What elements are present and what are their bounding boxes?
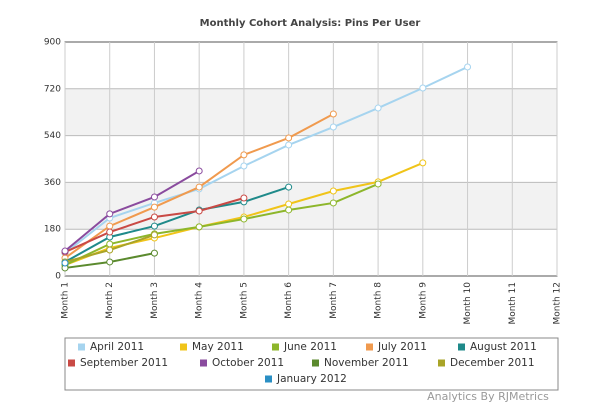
point (106, 240, 114, 248)
x-tick-label: Month 9 (418, 282, 428, 319)
point (419, 159, 427, 167)
x-tick-label: Month 3 (150, 282, 160, 319)
x-tick-label: Month 1 (61, 282, 71, 319)
y-tick-label: 0 (55, 272, 61, 282)
x-tick-label: Month 2 (105, 282, 115, 319)
series-line (64, 66, 468, 254)
legend-label: December 2011 (450, 357, 535, 369)
point (195, 183, 203, 191)
legend-swatch (438, 359, 445, 367)
x-tick-label: Month 5 (239, 282, 249, 319)
legend-box (64, 337, 559, 391)
legend-swatch (272, 343, 279, 351)
legend-swatch (180, 343, 187, 351)
x-tick-label: Month 11 (508, 282, 518, 325)
x-tick-label: Month 7 (329, 282, 339, 319)
legend-label: October 2011 (212, 357, 284, 369)
x-tick-label: Month 4 (195, 282, 205, 319)
x-tick-label: Month 6 (284, 282, 294, 319)
point (150, 222, 158, 230)
chart-title: Monthly Cohort Analysis: Pins Per User (200, 18, 421, 29)
y-tick-label: 540 (44, 131, 61, 141)
point (240, 215, 248, 223)
point (195, 167, 203, 175)
legend-label: May 2011 (192, 341, 244, 353)
x-tick-label: Month 8 (374, 282, 384, 319)
point (240, 194, 248, 202)
point (195, 223, 203, 231)
point (464, 63, 472, 71)
point (374, 104, 382, 112)
y-tick-label: 360 (44, 178, 61, 188)
legend-label: April 2011 (90, 341, 144, 353)
point (106, 246, 114, 254)
point (329, 110, 337, 118)
point (106, 210, 114, 218)
x-tick-label: Month 10 (463, 282, 473, 325)
point (150, 249, 158, 257)
point (240, 151, 248, 159)
grid-band (65, 88, 557, 136)
point (285, 183, 293, 191)
legend-label: August 2011 (470, 341, 537, 353)
legend-swatch (312, 359, 319, 367)
x-tick-label: Month 12 (553, 282, 563, 325)
y-tick-label: 720 (44, 84, 61, 94)
series-line (64, 170, 200, 252)
legend-swatch (200, 359, 207, 367)
series-line (64, 183, 379, 266)
point (419, 84, 427, 92)
point (285, 200, 293, 208)
footer: Analytics By RJMetrics (427, 390, 549, 403)
point (329, 123, 337, 131)
point (61, 247, 69, 255)
y-tick-label: 180 (44, 225, 61, 235)
legend-swatch (458, 343, 465, 351)
legend-label: June 2011 (283, 341, 337, 353)
point (285, 206, 293, 214)
point (374, 180, 382, 188)
y-tick-label: 900 (44, 38, 61, 48)
legend-label: November 2011 (324, 357, 409, 369)
point (285, 141, 293, 149)
point (285, 134, 293, 142)
legend-swatch (265, 375, 272, 383)
legend-label: July 2011 (377, 341, 427, 353)
legend-label: September 2011 (80, 357, 168, 369)
point (150, 203, 158, 211)
point (195, 207, 203, 215)
point (106, 222, 114, 230)
point (329, 187, 337, 195)
legend-swatch (68, 359, 75, 367)
legend-label: January 2012 (276, 373, 347, 385)
point (61, 259, 69, 267)
point (106, 258, 114, 266)
point (106, 228, 114, 236)
point (329, 199, 337, 207)
point (240, 162, 248, 170)
legend-swatch (366, 343, 373, 351)
series-line (64, 186, 289, 263)
legend-swatch (78, 343, 85, 351)
point (150, 193, 158, 201)
point (150, 231, 158, 239)
point (150, 213, 158, 221)
